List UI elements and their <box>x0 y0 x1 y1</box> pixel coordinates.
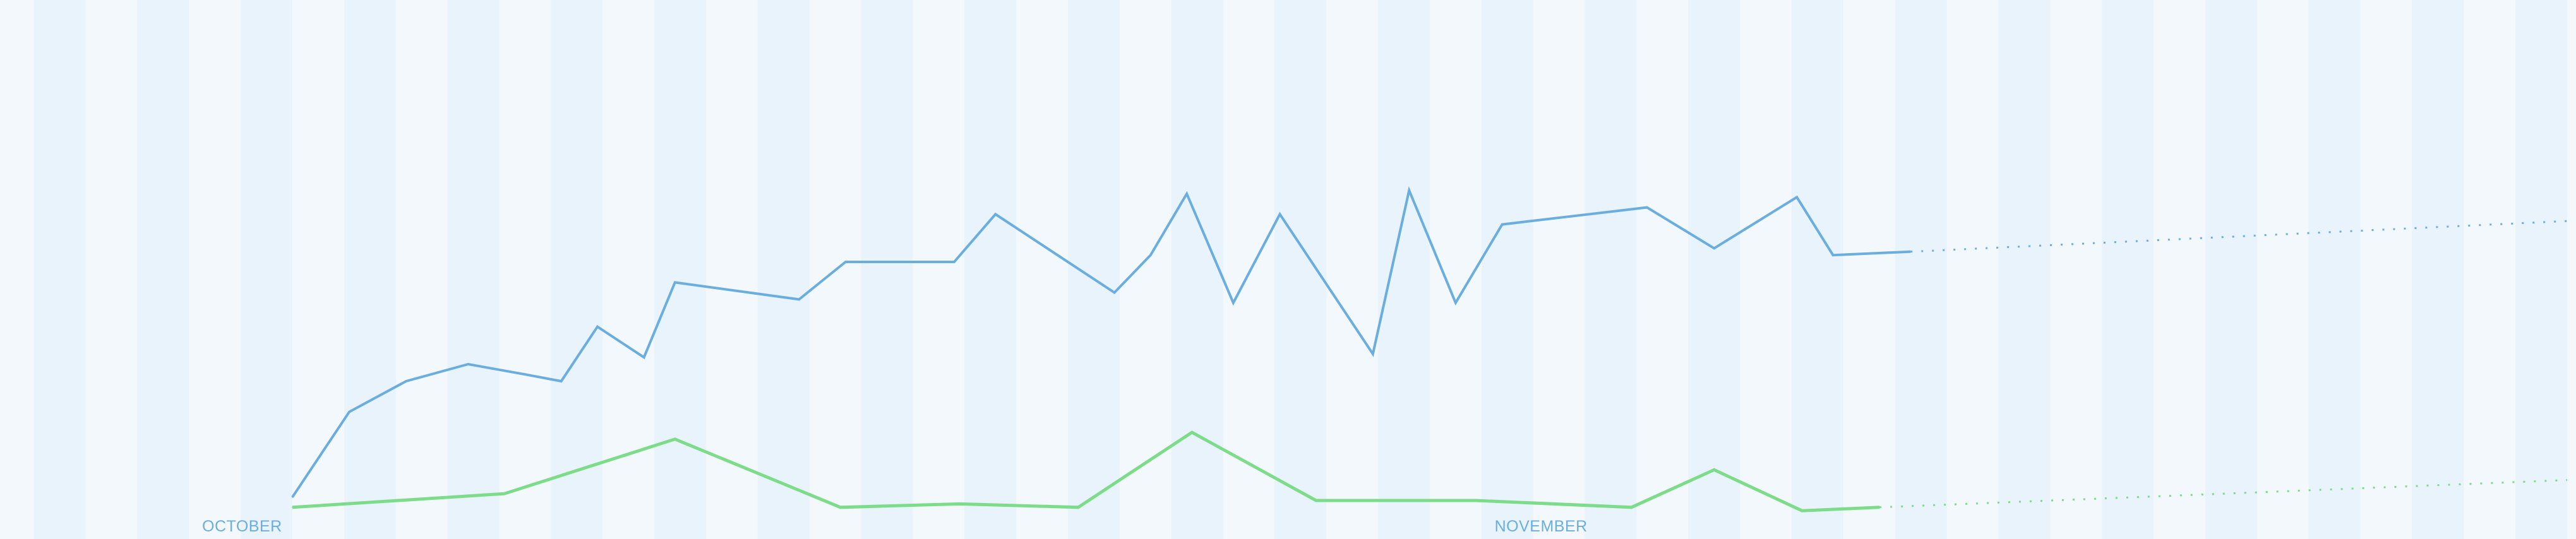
day-stripe <box>964 0 1017 539</box>
series-1-point <box>1186 193 1188 194</box>
series-1-point <box>405 381 407 382</box>
series-1-point <box>798 299 800 300</box>
series-2-point <box>292 506 293 508</box>
series-2-point <box>1077 506 1079 508</box>
day-stripe <box>447 0 500 539</box>
series-2-point <box>1315 500 1317 501</box>
series-1-point <box>1232 302 1234 304</box>
month-label-october: OCTOBER <box>202 518 282 535</box>
series-1-projection <box>1910 220 2568 253</box>
series-1-point <box>1279 213 1281 215</box>
series-layer <box>291 186 2568 512</box>
day-stripe <box>1068 0 1120 539</box>
series-1-point <box>1796 196 1798 198</box>
series-1-point <box>674 281 676 283</box>
day-stripe <box>551 0 603 539</box>
series-1-point <box>1713 247 1715 249</box>
series-1-point <box>1646 206 1648 208</box>
series-1-point <box>292 496 293 498</box>
day-stripe <box>1378 0 1430 539</box>
series-2-point <box>1801 510 1803 512</box>
day-stripe <box>1171 0 1223 539</box>
day-stripe <box>2102 0 2154 539</box>
day-stripe <box>1274 0 1327 539</box>
series-1-line <box>291 186 1911 498</box>
month-labels: OCTOBER NOVEMBER <box>202 518 1588 535</box>
series-1-point <box>995 213 997 215</box>
series-1-point <box>891 261 893 263</box>
series-2-point <box>959 503 960 505</box>
series-1-point <box>349 411 350 413</box>
day-stripe <box>241 0 292 539</box>
series-2-point <box>1713 469 1715 471</box>
series-1-point <box>953 261 955 263</box>
series-1-point <box>1408 189 1410 191</box>
day-stripe <box>1585 0 1637 539</box>
series-1-point <box>1113 292 1115 293</box>
day-stripe <box>1998 0 2051 539</box>
series-1-point <box>1149 254 1151 256</box>
day-stripe <box>1481 0 1533 539</box>
series-2-point <box>1191 432 1193 433</box>
series-1-point <box>467 364 469 365</box>
day-stripe <box>2515 0 2567 539</box>
day-stripe <box>2308 0 2361 539</box>
day-stripe <box>1688 0 1740 539</box>
day-stripe <box>33 0 86 539</box>
day-stripe <box>654 0 706 539</box>
series-1-point <box>524 374 526 376</box>
series-2-point <box>1475 500 1477 501</box>
day-stripe <box>1792 0 1843 539</box>
day-stripe <box>757 0 810 539</box>
series-1-point <box>1372 353 1374 355</box>
series-1-point <box>1832 254 1834 256</box>
series-1-point <box>643 357 645 358</box>
series-2-point <box>503 493 505 495</box>
series-2-point <box>839 506 841 508</box>
day-stripe <box>861 0 913 539</box>
day-stripe <box>344 0 396 539</box>
series-2-point <box>674 438 676 440</box>
series-2-point <box>1879 506 1881 508</box>
series-1-point <box>1454 302 1456 304</box>
day-stripe <box>2205 0 2257 539</box>
day-stripe <box>137 0 189 539</box>
series-1-point <box>560 381 562 382</box>
series-1-point <box>844 261 846 263</box>
series-1-point <box>597 326 598 328</box>
series-1-point <box>1501 223 1503 225</box>
day-stripe <box>2412 0 2464 539</box>
series-2-projection <box>1879 479 2568 509</box>
series-1-point <box>1910 251 1912 252</box>
series-2-point <box>1631 506 1632 508</box>
day-stripe <box>1895 0 1947 539</box>
month-label-november: NOVEMBER <box>1495 518 1588 535</box>
